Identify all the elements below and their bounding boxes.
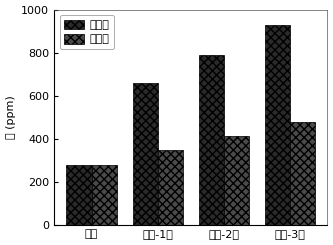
Legend: 包覆前, 包覆后: 包覆前, 包覆后 — [60, 15, 114, 49]
Bar — [199, 55, 224, 225]
Y-axis label: 水 (ppm): 水 (ppm) — [6, 95, 16, 139]
Bar — [66, 165, 92, 225]
Bar — [265, 24, 290, 225]
Bar — [290, 122, 315, 225]
Bar — [158, 150, 183, 225]
Bar — [133, 83, 158, 225]
Bar — [224, 136, 249, 225]
Bar — [92, 165, 117, 225]
